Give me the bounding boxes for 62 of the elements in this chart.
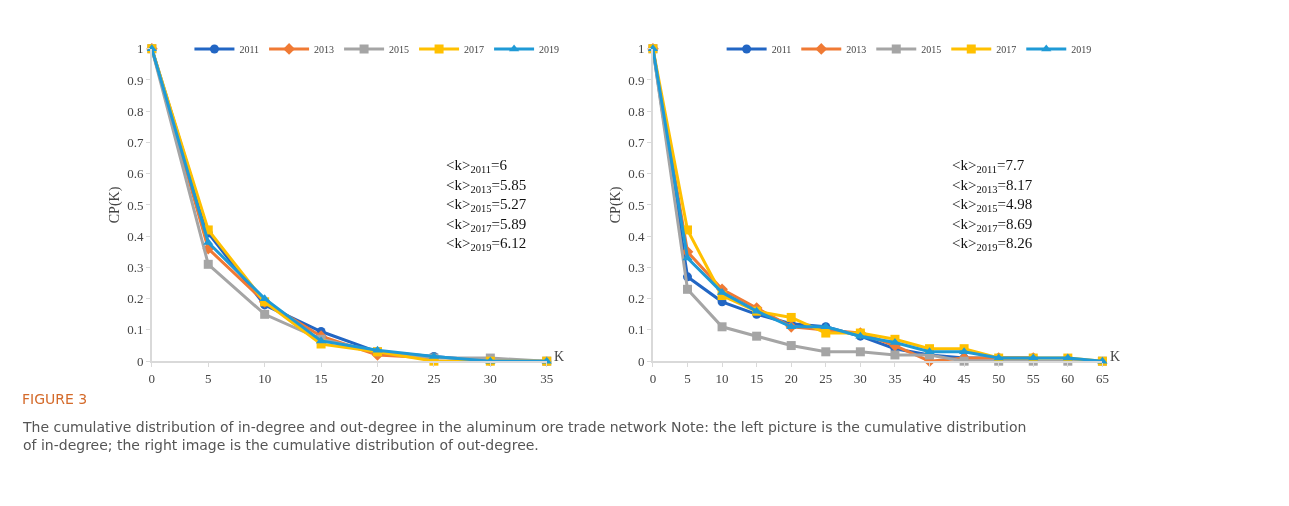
x-tick-label: 65 — [1095, 370, 1109, 386]
y-tick-label: 0.3 — [628, 260, 645, 275]
y-tick-label: 0.8 — [127, 103, 144, 119]
x-tick-label: 60 — [1061, 370, 1075, 386]
y-tick-label: 0.3 — [127, 260, 144, 275]
x-tick-label: 25 — [819, 370, 833, 386]
legend-label: 2019 — [539, 43, 560, 55]
y-tick-label: 0.8 — [628, 103, 645, 119]
y-tick-label: 0.9 — [127, 72, 144, 88]
y-tick-label: 0 — [136, 353, 144, 369]
legend-label: 2017 — [996, 43, 1017, 55]
x-axis-title: K — [1110, 349, 1121, 364]
legend-label: 2015 — [921, 43, 942, 55]
y-tick-label: 0.1 — [628, 322, 645, 338]
y-tick-label: 0.7 — [127, 135, 144, 151]
x-tick-label: 20 — [784, 370, 798, 386]
x-tick-label: 50 — [992, 370, 1006, 386]
x-tick-label: 25 — [427, 370, 441, 386]
x-tick-label: 0 — [148, 370, 156, 386]
y-tick-label: 1 — [638, 41, 645, 57]
x-tick-label: 30 — [483, 370, 497, 386]
legend-label: 2013 — [846, 43, 867, 55]
y-tick-label: 0.2 — [127, 291, 144, 307]
y-tick-label: 0.2 — [628, 291, 645, 307]
x-tick-label: 20 — [371, 370, 384, 386]
caption: FIGURE 3 — [22, 391, 88, 407]
x-tick-label: 40 — [923, 370, 937, 386]
legend-label: 2017 — [464, 43, 485, 55]
legend-label: 2013 — [314, 43, 335, 55]
y-tick-label: 0 — [638, 353, 645, 369]
x-tick-label: 55 — [1026, 370, 1040, 386]
y-tick-label: 0.9 — [628, 72, 645, 88]
x-tick-label: 10 — [715, 370, 729, 386]
text: <k>$_{2011}$=7.7 <k>$_{2013}$=8.17 <k>$_{2015}$=4.98 <k>$_{2017}$=8.69 <k>$_{2019}$=8.26 — [952, 157, 1033, 254]
x-tick-label: 5 — [684, 370, 691, 386]
legend-label: 2015 — [389, 43, 410, 55]
x-tick-label: 35 — [540, 370, 554, 386]
x-tick-label: 0 — [649, 370, 657, 386]
text: The cumulative distribution of in-degree and out-degree in the aluminum ore trade network Note: the left picture is the cumulative distribution of in-degree; the right image is the cumulative distribution of out-degree. — [22, 419, 1027, 454]
y-tick-label: 0.4 — [628, 228, 646, 244]
legend-label: 2011 — [771, 43, 792, 55]
y-tick-label: 0.4 — [127, 228, 144, 244]
text: <k>$_{2011}$=6 <k>$_{2013}$=5.85 <k>$_{2015}$=5.27 <k>$_{2017}$=5.89 <k>$_{2019}$=6.12 — [446, 157, 527, 254]
x-axis-title: K — [554, 349, 565, 364]
x-tick-label: 45 — [957, 370, 971, 386]
x-tick-label: 10 — [258, 370, 272, 386]
y-tick-label: 1 — [136, 41, 144, 57]
x-tick-label: 15 — [750, 370, 764, 386]
x-tick-label: 5 — [205, 370, 212, 386]
legend-label: 2019 — [1071, 43, 1092, 55]
y-tick-label: 0.5 — [127, 197, 144, 213]
x-tick-label: 15 — [314, 370, 328, 386]
x-tick-label: 35 — [888, 370, 902, 386]
x-tick-label: 30 — [853, 370, 867, 386]
y-tick-label: 0.6 — [127, 166, 144, 182]
y-tick-label: 0.6 — [628, 166, 646, 182]
y-axis-title: CP(K) — [608, 186, 625, 224]
y-tick-label: 0.5 — [628, 197, 645, 213]
y-tick-label: 0.1 — [127, 322, 144, 338]
legend-label: 2011 — [239, 43, 260, 55]
y-axis-title: CP(K) — [107, 186, 124, 224]
y-tick-label: 0.7 — [628, 135, 646, 151]
